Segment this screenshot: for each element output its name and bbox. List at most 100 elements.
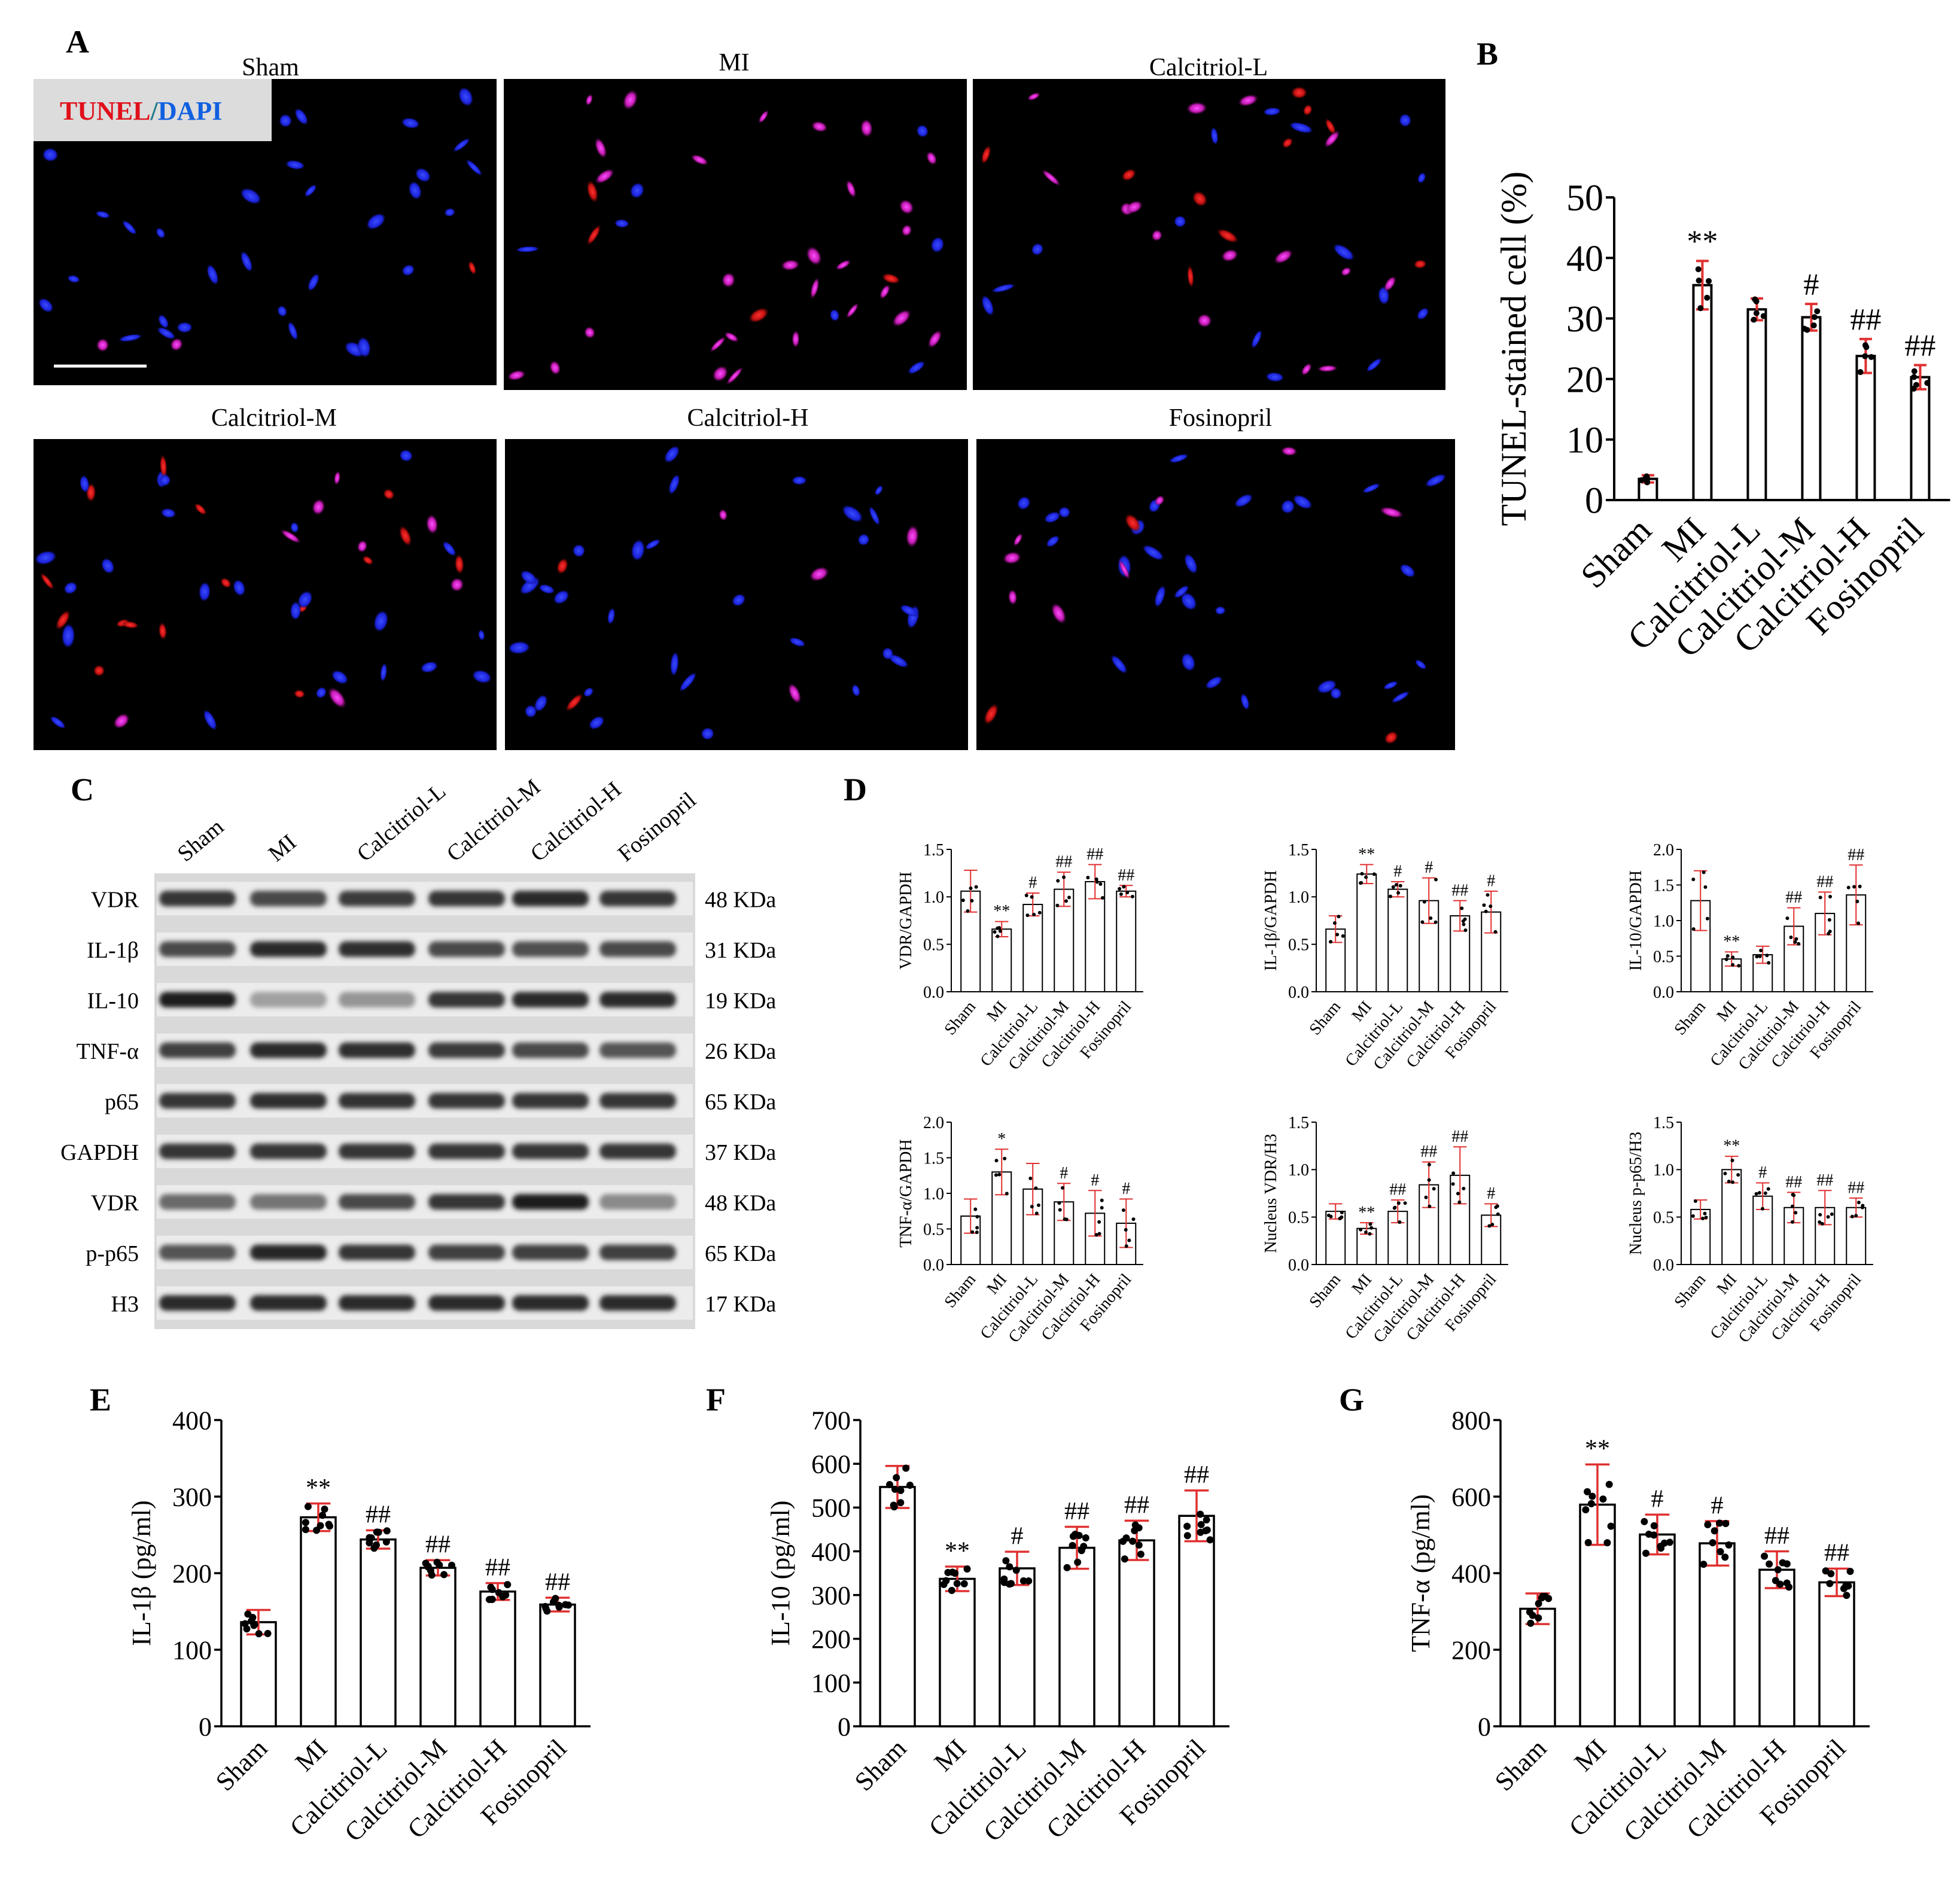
blot-band bbox=[512, 1093, 589, 1109]
data-point bbox=[1427, 1162, 1431, 1166]
significance-label: ** bbox=[1687, 225, 1718, 259]
blot-band bbox=[599, 1143, 676, 1159]
data-point bbox=[243, 1625, 251, 1633]
nucleus bbox=[415, 167, 431, 182]
data-point bbox=[1030, 895, 1034, 899]
data-point bbox=[1642, 476, 1648, 482]
data-point bbox=[1434, 878, 1438, 882]
bar bbox=[539, 1603, 576, 1727]
data-point bbox=[970, 1230, 975, 1234]
data-point bbox=[1856, 1201, 1861, 1205]
significance-label: ** bbox=[993, 902, 1010, 921]
nucleus bbox=[1205, 676, 1223, 689]
nucleus bbox=[308, 273, 319, 292]
nucleus bbox=[981, 145, 991, 164]
y-axis-label: Nucleus VDR/H3 bbox=[1262, 1134, 1280, 1253]
data-point bbox=[1818, 895, 1822, 900]
data-point bbox=[1340, 1211, 1344, 1215]
data-point bbox=[1097, 1232, 1101, 1236]
data-point bbox=[302, 1519, 309, 1527]
significance-label: ## bbox=[1764, 1522, 1789, 1550]
nucleus bbox=[233, 579, 246, 596]
significance-label: ## bbox=[1785, 888, 1802, 907]
data-point bbox=[1403, 1201, 1407, 1205]
bar bbox=[1356, 873, 1377, 992]
data-point bbox=[1650, 1531, 1658, 1539]
nucleus bbox=[719, 508, 728, 521]
bar bbox=[1692, 284, 1713, 501]
data-point bbox=[1337, 915, 1341, 919]
data-point bbox=[366, 1534, 373, 1541]
data-point bbox=[1493, 930, 1498, 934]
nucleus bbox=[444, 208, 455, 217]
data-point bbox=[1759, 949, 1763, 953]
nucleus bbox=[67, 275, 80, 283]
y-tick-label: 40 bbox=[1566, 239, 1603, 279]
data-point bbox=[1457, 1200, 1462, 1204]
nucleus bbox=[1051, 602, 1067, 624]
data-point bbox=[1588, 1492, 1596, 1500]
y-tick-label: 600 bbox=[811, 1450, 851, 1479]
nucleus bbox=[524, 705, 537, 718]
nucleus bbox=[538, 584, 555, 594]
data-point bbox=[1030, 1205, 1034, 1209]
blot-band bbox=[339, 1295, 415, 1311]
data-point bbox=[1100, 896, 1104, 900]
data-point bbox=[1025, 913, 1030, 918]
x-tick-label: MI bbox=[929, 1733, 972, 1777]
nucleus bbox=[1292, 494, 1313, 510]
data-point bbox=[974, 885, 978, 889]
x-tick-label: Sham bbox=[941, 1270, 979, 1312]
y-axis-label: IL-1β (pg/ml) bbox=[127, 1500, 156, 1646]
data-point bbox=[1082, 1534, 1089, 1542]
data-point bbox=[1703, 1211, 1707, 1215]
nucleus bbox=[297, 590, 313, 609]
data-point bbox=[1094, 1233, 1098, 1237]
significance-label: # bbox=[1393, 863, 1402, 881]
significance-label: ## bbox=[366, 1501, 391, 1529]
bar bbox=[479, 1590, 516, 1727]
data-point bbox=[1721, 1553, 1729, 1561]
data-point bbox=[1008, 1580, 1015, 1588]
stain-legend: TUNEL/DAPI bbox=[60, 96, 222, 126]
data-point bbox=[1705, 916, 1709, 921]
data-point bbox=[1019, 1577, 1027, 1585]
data-point bbox=[1037, 910, 1042, 915]
nucleus bbox=[1414, 659, 1427, 670]
nucleus bbox=[1238, 94, 1259, 107]
data-point bbox=[1063, 1564, 1071, 1571]
bar bbox=[1699, 1542, 1736, 1727]
nucleus bbox=[712, 365, 729, 382]
significance-label: # bbox=[1711, 1492, 1724, 1519]
chart-f-8: 0 100 200 300 400 500 600 700 IL-10 (pg/ml) Sham *… bbox=[766, 1406, 1229, 1847]
blot-lane-label: Calcitriol-L bbox=[352, 778, 451, 866]
significance-label: ** bbox=[306, 1474, 331, 1502]
blot-band bbox=[512, 1194, 589, 1210]
bar bbox=[1058, 1546, 1095, 1727]
data-point bbox=[1391, 885, 1395, 889]
nucleus bbox=[846, 303, 859, 319]
data-point bbox=[1396, 1201, 1401, 1205]
data-point bbox=[448, 1561, 455, 1569]
data-point bbox=[886, 1480, 894, 1488]
blot-lane-label: MI bbox=[264, 830, 302, 867]
blot-band bbox=[159, 1093, 236, 1109]
bar bbox=[1387, 888, 1408, 993]
nucleus bbox=[1366, 358, 1382, 372]
nucleus bbox=[780, 259, 800, 271]
nucleus bbox=[1325, 118, 1337, 135]
data-point bbox=[1657, 1544, 1665, 1552]
significance-label: ## bbox=[1118, 866, 1134, 885]
data-point bbox=[1420, 920, 1425, 924]
data-point bbox=[1828, 894, 1833, 898]
nucleus bbox=[156, 227, 166, 239]
bar bbox=[1022, 904, 1043, 992]
blot-protein-label: VDR bbox=[91, 887, 139, 912]
stain-legend-tunel: TUNEL bbox=[60, 96, 151, 126]
blot-protein-label: p65 bbox=[105, 1089, 139, 1114]
blot-band bbox=[512, 1143, 589, 1159]
nucleus bbox=[1317, 365, 1338, 372]
